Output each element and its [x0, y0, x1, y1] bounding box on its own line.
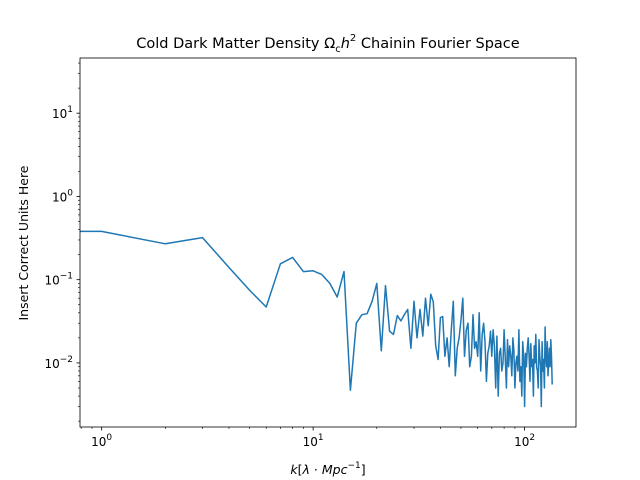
x-axis-ticks: 100 101 102	[80, 427, 535, 449]
y-tick-label: 10−2	[44, 355, 73, 371]
xlabel-dot: ·	[310, 462, 322, 477]
title-h: h	[341, 36, 350, 52]
x-tick-label: 100	[91, 433, 112, 449]
xlabel-mpc: Mpc	[322, 462, 348, 477]
title-part-a: Cold Dark Matter Density	[136, 36, 324, 52]
chart-title: Cold Dark Matter Density Ωch2 Chainin Fo…	[136, 33, 520, 55]
xlabel-lambda: λ	[302, 462, 310, 477]
x-tick-label: 101	[303, 433, 324, 449]
title-part-b: Chainin Fourier Space	[356, 36, 519, 52]
y-tick-base: 10	[44, 274, 59, 288]
x-tick-base: 10	[303, 435, 318, 449]
x-tick-base: 10	[514, 435, 529, 449]
title-omega: Ω	[324, 36, 335, 52]
y-tick-base: 10	[52, 190, 67, 204]
x-tick-exponent: 1	[318, 433, 324, 443]
xlabel-k: k	[290, 462, 298, 477]
xlabel-bracket-open: [	[298, 462, 303, 477]
y-tick-base: 10	[44, 357, 59, 371]
y-tick-label: 100	[52, 188, 73, 204]
y-tick-exponent: −1	[60, 272, 73, 282]
plot-frame	[79, 57, 577, 428]
y-tick-base: 10	[52, 107, 67, 121]
y-tick-exponent: −2	[60, 355, 73, 365]
xlabel-exponent: −1	[347, 461, 360, 471]
y-tick-exponent: 0	[67, 188, 73, 198]
y-axis-label: Insert Correct Units Here	[16, 165, 31, 320]
x-tick-exponent: 0	[106, 433, 112, 443]
x-axis-label: k[λ · Mpc−1]	[290, 461, 365, 477]
y-tick-exponent: 1	[67, 105, 73, 115]
title-superscript-2: 2	[350, 33, 356, 44]
y-tick-label: 10−1	[44, 272, 73, 288]
xlabel-bracket-close: ]	[361, 462, 366, 477]
x-tick-exponent: 2	[529, 433, 535, 443]
y-tick-label: 101	[52, 105, 73, 121]
x-tick-label: 102	[514, 433, 535, 449]
x-tick-base: 10	[91, 435, 106, 449]
series-line	[80, 230, 553, 408]
title-subscript-c: c	[335, 44, 341, 55]
